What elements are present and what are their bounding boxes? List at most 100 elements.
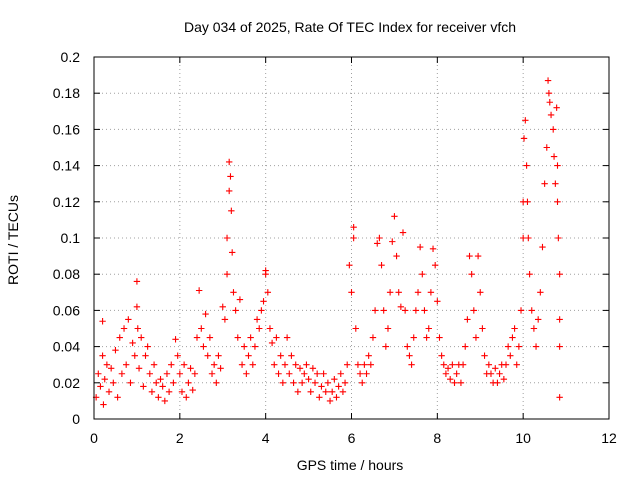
data-point xyxy=(554,198,561,205)
y-tick-label: 0.08 xyxy=(53,266,80,282)
data-point xyxy=(232,307,239,314)
data-point xyxy=(434,298,441,305)
data-point xyxy=(161,397,169,405)
data-point xyxy=(313,370,321,377)
data-point xyxy=(183,394,190,401)
data-point xyxy=(369,334,377,341)
data-point xyxy=(249,361,256,368)
data-point xyxy=(350,223,357,231)
data-point xyxy=(105,388,113,396)
data-point xyxy=(236,296,244,303)
data-point xyxy=(556,343,563,350)
data-point xyxy=(453,370,460,377)
data-point xyxy=(517,307,525,314)
data-point xyxy=(545,90,553,97)
data-point xyxy=(97,383,104,390)
data-point xyxy=(333,394,340,401)
data-point xyxy=(552,180,559,187)
data-point xyxy=(359,379,366,386)
data-point xyxy=(134,325,141,332)
data-point xyxy=(322,388,329,396)
data-point xyxy=(271,361,278,368)
data-point xyxy=(277,352,284,359)
x-tick-label: 8 xyxy=(433,430,441,446)
data-point xyxy=(477,289,484,296)
data-point xyxy=(290,379,297,386)
y-tick-label: 0.06 xyxy=(53,302,80,318)
data-point xyxy=(114,394,121,401)
data-point xyxy=(380,307,387,314)
y-tick-label: 0.02 xyxy=(53,375,80,391)
data-point xyxy=(112,347,119,354)
data-point xyxy=(539,243,546,251)
data-point xyxy=(468,271,475,278)
data-point xyxy=(301,370,308,377)
data-point xyxy=(406,352,413,359)
data-point xyxy=(281,361,289,368)
data-point xyxy=(485,361,493,368)
data-point xyxy=(554,162,561,169)
data-point xyxy=(356,370,364,377)
data-point xyxy=(219,303,226,310)
y-tick-labels: 0 0.02 0.04 0.06 0.08 0.1 0.12 0.14 0.16 0.18 0.2 xyxy=(53,49,80,427)
data-point xyxy=(496,370,503,377)
data-point xyxy=(339,388,347,396)
data-point xyxy=(286,370,293,377)
y-tick-label: 0.2 xyxy=(61,49,81,65)
data-point xyxy=(509,334,516,341)
data-point xyxy=(133,303,141,310)
data-point xyxy=(294,388,302,396)
data-point xyxy=(223,234,231,242)
data-point xyxy=(95,370,102,377)
data-point xyxy=(462,343,469,350)
data-point xyxy=(537,289,544,296)
data-point xyxy=(335,383,342,390)
data-point xyxy=(544,77,552,84)
data-point xyxy=(243,370,250,377)
x-tick-label: 12 xyxy=(601,430,617,446)
data-point xyxy=(425,325,432,332)
data-point xyxy=(389,238,396,245)
data-point xyxy=(346,261,353,269)
data-point xyxy=(410,334,417,341)
data-point xyxy=(172,336,179,343)
x-tick-label: 6 xyxy=(348,430,356,446)
data-point xyxy=(320,370,327,377)
data-point xyxy=(230,289,237,296)
data-point xyxy=(225,187,233,195)
data-point xyxy=(556,316,563,323)
data-point xyxy=(534,316,542,323)
data-point xyxy=(191,370,199,377)
data-point xyxy=(429,245,437,253)
data-point xyxy=(127,379,134,386)
data-point xyxy=(474,252,482,260)
data-point xyxy=(187,365,194,372)
data-point xyxy=(378,261,385,269)
data-point xyxy=(507,352,514,359)
data-point xyxy=(546,99,553,106)
data-point xyxy=(228,249,236,256)
data-point xyxy=(361,361,368,368)
data-point xyxy=(553,104,560,111)
data-point xyxy=(118,370,126,377)
data-point xyxy=(423,334,430,341)
data-point xyxy=(247,334,254,341)
data-point xyxy=(193,334,201,341)
data-point xyxy=(150,361,158,368)
data-point xyxy=(367,361,375,368)
data-point xyxy=(298,379,306,386)
data-point xyxy=(395,289,402,296)
data-point xyxy=(384,325,392,332)
data-point xyxy=(279,379,287,386)
data-point xyxy=(492,365,499,372)
data-point xyxy=(135,365,143,372)
data-point xyxy=(459,361,467,368)
data-point xyxy=(376,234,383,242)
data-point xyxy=(129,339,136,347)
data-point xyxy=(202,310,209,318)
data-point xyxy=(487,370,495,377)
data-point xyxy=(550,126,557,133)
data-point xyxy=(110,379,117,386)
data-point xyxy=(472,334,480,341)
